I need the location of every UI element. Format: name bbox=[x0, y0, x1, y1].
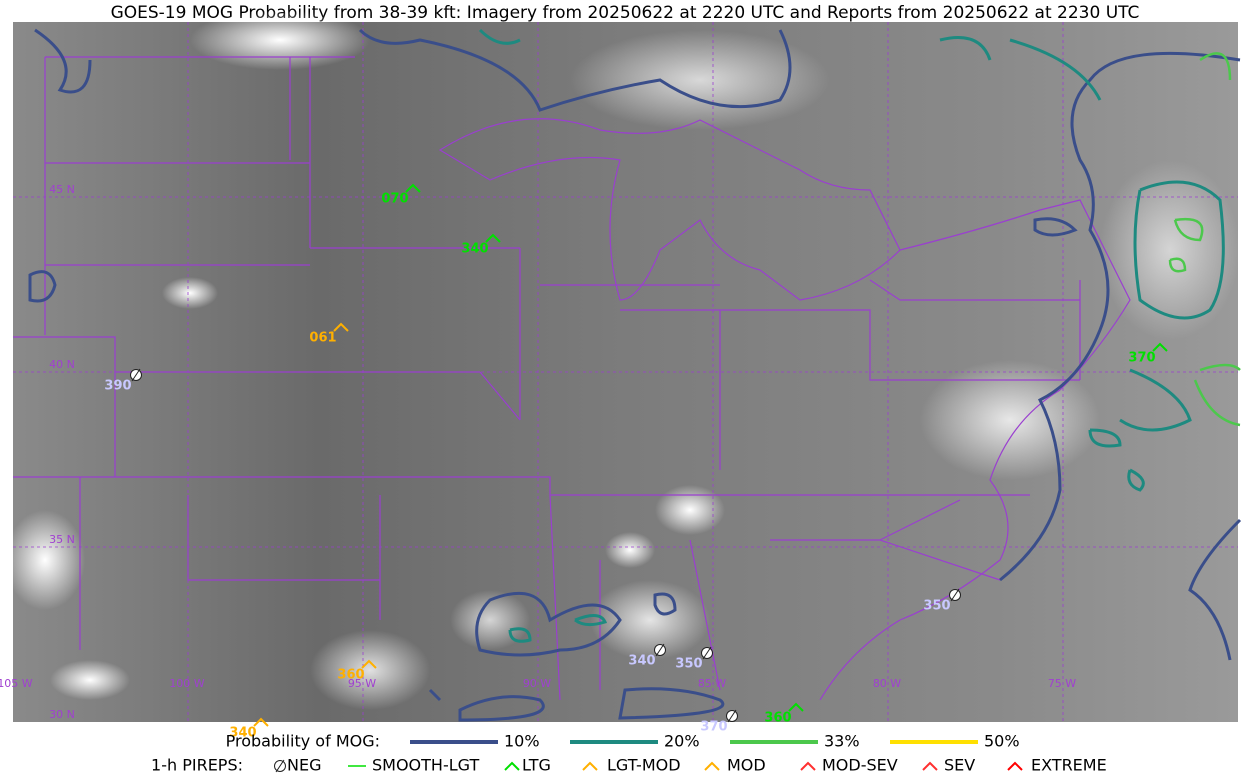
pirep-level: 061 bbox=[309, 331, 336, 346]
legend-label: SMOOTH-LGT bbox=[372, 756, 479, 775]
pirep-symbol bbox=[950, 588, 960, 602]
legend-symbol bbox=[504, 761, 520, 771]
pirep-symbol bbox=[1152, 342, 1168, 352]
legend-label: 33% bbox=[824, 732, 860, 751]
lat-label: 30 N bbox=[49, 708, 75, 721]
pirep-level: 370 bbox=[700, 720, 727, 735]
pirep-symbol bbox=[485, 233, 501, 243]
lon-label: 75 W bbox=[1048, 677, 1076, 690]
pirep-symbol bbox=[333, 322, 349, 332]
pirep-symbol bbox=[702, 646, 712, 660]
legend-symbol bbox=[582, 761, 598, 771]
pirep-level: 360 bbox=[337, 668, 364, 683]
boundaries bbox=[13, 56, 1131, 701]
map: 45 N 40 N 35 N 30 N 105 W 100 W 95 W 90 W 85 W 80… bbox=[0, 10, 1242, 741]
lon-label: 95 W bbox=[348, 677, 376, 690]
pirep-level: 370 bbox=[1128, 351, 1155, 366]
legend-symbol bbox=[922, 761, 938, 771]
pirep-level: 340 bbox=[229, 726, 256, 741]
lon-label: 90 W bbox=[523, 677, 551, 690]
legend-title: Probability of MOG: bbox=[226, 732, 380, 751]
legend-label: SEV bbox=[944, 756, 975, 775]
title: GOES-19 MOG Probability from 38-39 kft: … bbox=[111, 3, 1140, 23]
pirep-level: 340 bbox=[628, 654, 655, 669]
grid-lines bbox=[13, 22, 1238, 722]
lon-label: 100 W bbox=[169, 677, 204, 690]
pirep-level: 070 bbox=[381, 192, 408, 207]
legend-label: 50% bbox=[984, 732, 1020, 751]
legend-label: EXTREME bbox=[1031, 756, 1107, 775]
legend-title: 1-h PIREPS: bbox=[151, 756, 243, 775]
pirep-level: 350 bbox=[923, 599, 950, 614]
pirep-symbol bbox=[655, 643, 665, 657]
legend-label: 20% bbox=[664, 732, 700, 751]
legend-symbol bbox=[275, 759, 285, 773]
legend-label: 10% bbox=[504, 732, 540, 751]
legend-symbol bbox=[704, 761, 720, 771]
mog-contours bbox=[28, 28, 1242, 722]
pirep-symbol bbox=[727, 709, 737, 723]
pirep-symbol bbox=[131, 368, 141, 382]
pirep-symbol bbox=[361, 659, 377, 669]
lon-label: 105 W bbox=[0, 677, 33, 690]
lat-label: 35 N bbox=[49, 533, 75, 546]
pirep-symbol bbox=[788, 702, 804, 712]
geo-labels: 45 N 40 N 35 N 30 N 105 W 100 W 95 W 90 W 85 W 80… bbox=[0, 183, 1076, 721]
pirep-symbol bbox=[405, 183, 421, 193]
pireps: 070 340 061 390 370 350 340 350 360 340 370 360 bbox=[104, 183, 1168, 741]
legend-label: LTG bbox=[522, 756, 551, 775]
pirep-level: 340 bbox=[461, 242, 488, 257]
pirep-symbol bbox=[253, 717, 269, 727]
lon-label: 80 W bbox=[873, 677, 901, 690]
legend-label: MOD-SEV bbox=[822, 756, 898, 775]
legend-label: NEG bbox=[287, 756, 321, 775]
legend-symbol bbox=[1007, 761, 1023, 771]
legend-symbol bbox=[800, 761, 816, 771]
legend: Probability of MOG: 10% 20% 33% 50% 1-h PIREP… bbox=[151, 732, 1107, 775]
lat-label: 45 N bbox=[49, 183, 75, 196]
pirep-level: 390 bbox=[104, 379, 131, 394]
lat-label: 40 N bbox=[49, 358, 75, 371]
lon-label: 85 W bbox=[698, 677, 726, 690]
pirep-level: 360 bbox=[764, 711, 791, 726]
legend-label: LGT-MOD bbox=[607, 756, 681, 775]
pirep-level: 350 bbox=[675, 657, 702, 672]
legend-label: MOD bbox=[727, 756, 766, 775]
